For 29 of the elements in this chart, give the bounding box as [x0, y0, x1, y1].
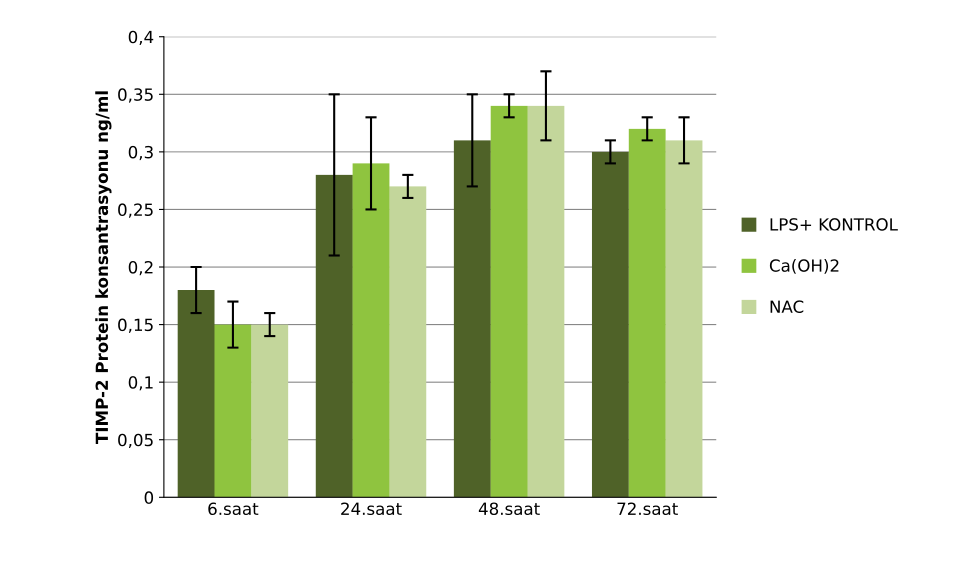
x-tick-label: 72.saat — [618, 502, 678, 516]
bar — [389, 186, 426, 498]
bar — [666, 140, 702, 498]
legend-label: LPS+ KONTROL — [770, 218, 898, 231]
y-tick-label: 0,4 — [128, 30, 154, 45]
bar — [214, 324, 252, 498]
y-tick-label: 0,2 — [128, 260, 152, 276]
bar — [592, 152, 629, 498]
bar — [316, 174, 353, 498]
y-axis-title: TIMP-2 Protein konsantrasyonu ng/ml — [95, 91, 112, 444]
y-tick-label: 0,25 — [118, 203, 153, 218]
x-tick-label: 6.saat — [208, 502, 258, 516]
x-tick-label: 48.saat — [478, 502, 540, 516]
y-tick-label: 0,35 — [118, 88, 153, 103]
bar — [352, 163, 390, 498]
bar — [178, 290, 215, 498]
y-tick-label: 0 — [144, 491, 154, 504]
bar — [628, 128, 666, 498]
y-tick-label: 0,1 — [128, 376, 153, 390]
bar — [528, 106, 564, 498]
legend-label: NAC — [770, 300, 804, 313]
y-tick-label: 0,3 — [128, 146, 153, 160]
x-tick-label: 24.saat — [341, 502, 402, 516]
bar — [454, 140, 491, 498]
bar — [251, 324, 288, 498]
y-tick-label: 0,05 — [118, 434, 153, 448]
y-tick-label: 0,15 — [118, 318, 153, 333]
legend-label: Ca(OH)2 — [770, 258, 838, 274]
bar — [490, 106, 528, 498]
